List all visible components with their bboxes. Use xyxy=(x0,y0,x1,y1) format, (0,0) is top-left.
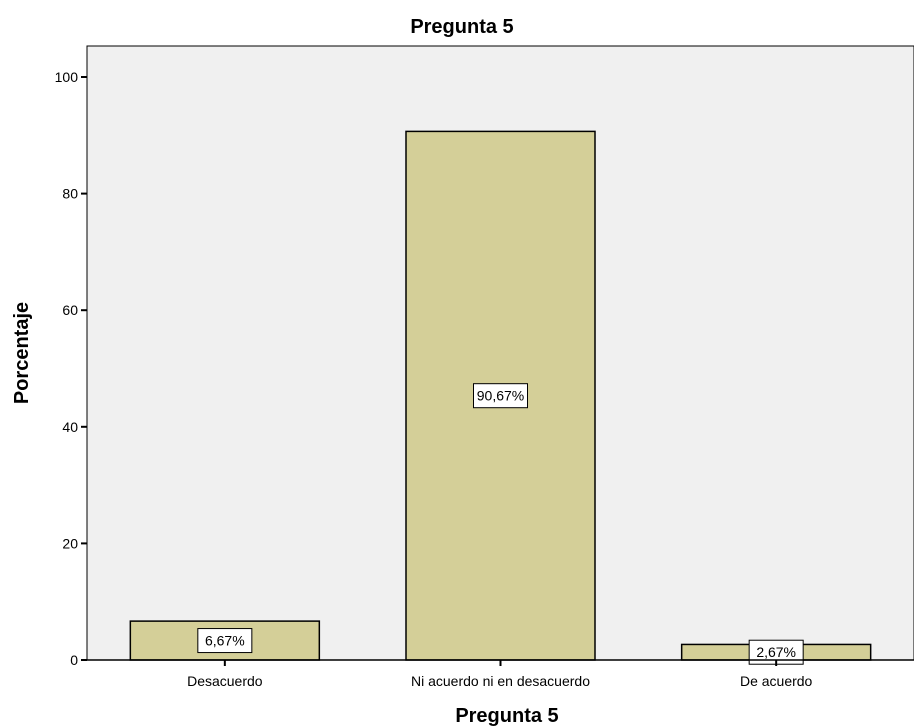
x-axis-label: Pregunta 5 xyxy=(455,705,558,726)
data-label-box xyxy=(473,383,528,409)
data-label: 6,67% xyxy=(205,633,245,649)
bars-group: 6,67% 90,67% 2,67% xyxy=(129,130,872,665)
x-axis: Desacuerdo Ni acuerdo ni en desacuerdo De … xyxy=(87,659,914,689)
x-tick-label: De acuerdo xyxy=(740,673,813,689)
x-tick-label: Ni acuerdo ni en desacuerdo xyxy=(411,673,590,689)
y-tick-label: 20 xyxy=(62,535,78,551)
y-tick-label: 0 xyxy=(70,652,78,668)
data-label: 90,67% xyxy=(477,388,524,404)
y-axis-label: Porcentaje xyxy=(11,302,33,404)
data-label-box xyxy=(197,628,253,654)
y-tick-label: 60 xyxy=(62,302,78,318)
chart-title: Pregunta 5 xyxy=(410,16,513,38)
y-tick-label: 100 xyxy=(55,69,79,85)
y-axis: 0 20 40 60 80 100 xyxy=(55,69,87,668)
y-tick-label: 80 xyxy=(62,186,78,202)
y-tick-label: 40 xyxy=(62,419,78,435)
x-tick-label: Desacuerdo xyxy=(187,673,263,689)
data-label: 2,67% xyxy=(756,644,796,660)
